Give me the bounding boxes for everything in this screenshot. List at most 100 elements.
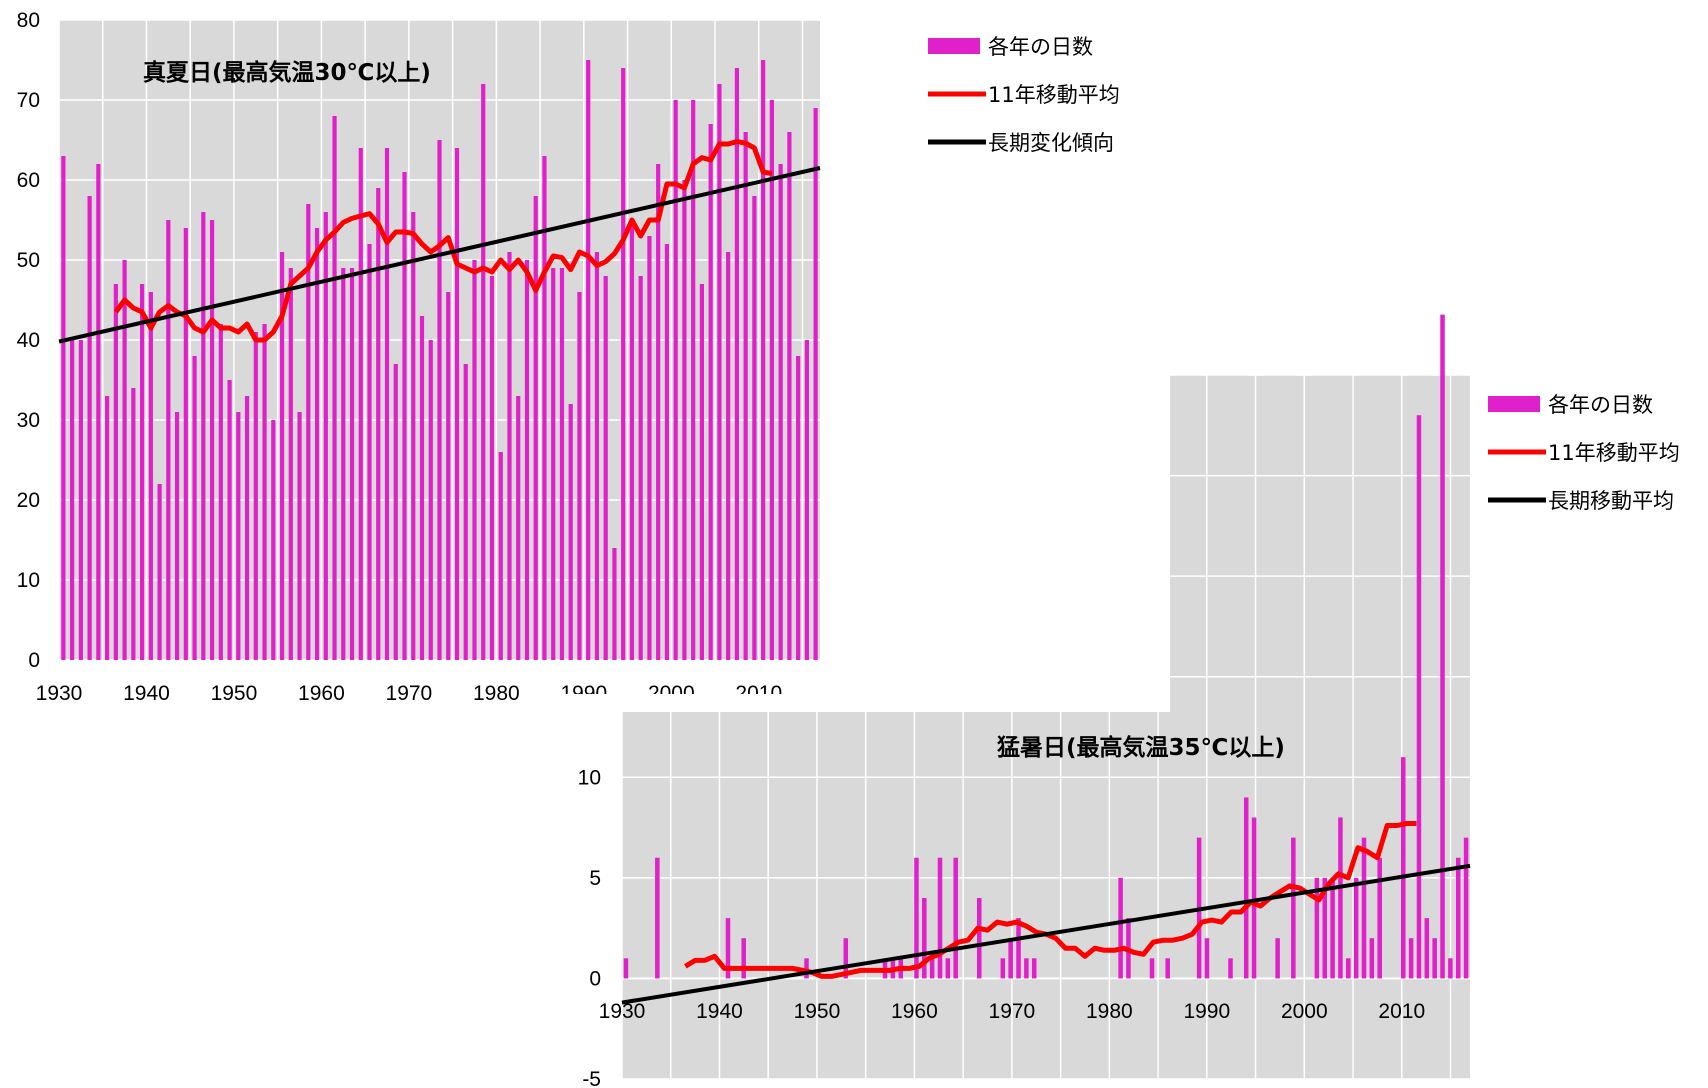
bar [778,164,783,660]
chart-manatsubi: 0 10 20 30 40 50 60 70 80 1930 1940 1950 1960 1970 19… [17,9,1120,705]
y-tick-label: 70 [17,89,40,112]
bar [1165,958,1170,979]
bar [472,260,477,660]
bar [1031,958,1037,979]
y-tick-label: 0 [589,967,601,990]
legend-label: 各年の日数 [988,35,1093,59]
legend-swatch-bar [928,38,980,54]
bar [1440,314,1445,979]
bar [262,324,267,660]
bar [1361,837,1367,979]
bar [428,340,433,660]
x-tick-label: 1960 [298,682,345,705]
bar [61,156,66,660]
bar [769,100,774,660]
bar [384,148,390,660]
legend-label: 11年移動平均 [1548,441,1680,465]
bar [1416,415,1422,979]
bar [174,412,180,660]
bar [638,276,643,660]
bar [78,340,83,660]
bar [621,68,626,660]
bar [568,404,573,660]
bar [673,100,678,660]
bar [682,180,687,660]
y-axis-tick-labels: 0 10 20 30 40 50 60 70 80 [17,9,40,672]
bar [227,380,232,660]
bar [796,356,801,660]
y-tick-label: 40 [17,329,40,352]
bar [1204,938,1210,979]
y-tick-label: 10 [578,766,601,789]
y-tick-label: 0 [28,649,40,672]
bar [314,228,320,660]
bar [96,164,101,660]
bar [306,204,311,660]
x-tick-label: 1990 [1183,1000,1230,1023]
bar [741,938,746,979]
bar [551,268,556,660]
y-tick-label: 5 [589,867,601,890]
bar [1275,938,1280,979]
bar [977,897,982,979]
bar [209,220,215,660]
bar [419,316,425,660]
x-tick-label: 2010 [1378,1000,1425,1023]
bar [70,340,75,660]
y-tick-label: 60 [17,169,40,192]
bar [1346,958,1351,979]
bar [1424,918,1430,979]
bar [1243,797,1249,979]
legend-label: 長期変化傾向 [988,131,1114,155]
bar [1016,918,1021,979]
y-tick-label: 30 [17,409,40,432]
bar [1251,817,1257,979]
bar [914,857,919,979]
bar [1000,958,1006,979]
bar [761,60,766,660]
bar [157,484,162,660]
bar [279,252,285,660]
bar [87,196,92,660]
legend-label: 長期移動平均 [1548,489,1674,513]
y-tick-label: 10 [17,569,40,592]
bar [577,292,582,660]
bar [647,236,652,660]
bar [341,268,346,660]
bar [358,148,363,660]
bar [463,364,468,660]
bar [1377,857,1382,979]
bar [1322,877,1327,979]
bar [623,958,629,979]
bar [1448,958,1453,979]
bar [953,857,958,979]
bar [244,396,250,660]
bar [393,364,398,660]
bar [1291,837,1296,979]
bar [1228,958,1233,979]
x-tick-label: 1930 [36,682,83,705]
x-tick-label: 2000 [1281,1000,1328,1023]
bar [699,284,705,660]
bar [166,220,171,660]
legend-swatch-bar [1488,396,1540,412]
x-tick-label: 1940 [696,1000,743,1023]
bar [586,60,591,660]
x-axis-tick-labels: 1930 1940 1950 1960 1970 1980 1990 2000 2010 [599,1000,1425,1023]
bar [743,132,748,660]
bar [603,276,608,660]
x-tick-label: 1980 [1086,1000,1133,1023]
bar [922,897,927,979]
bar [691,100,696,660]
bar [1024,958,1029,979]
bar [122,260,127,660]
trend-line [621,863,1471,1005]
y-tick-label: -5 [582,1068,601,1088]
bar [1149,958,1155,979]
bar [1008,938,1013,979]
plot-area-background-lower [622,712,1470,1079]
bar [787,132,792,660]
bar [454,148,460,660]
